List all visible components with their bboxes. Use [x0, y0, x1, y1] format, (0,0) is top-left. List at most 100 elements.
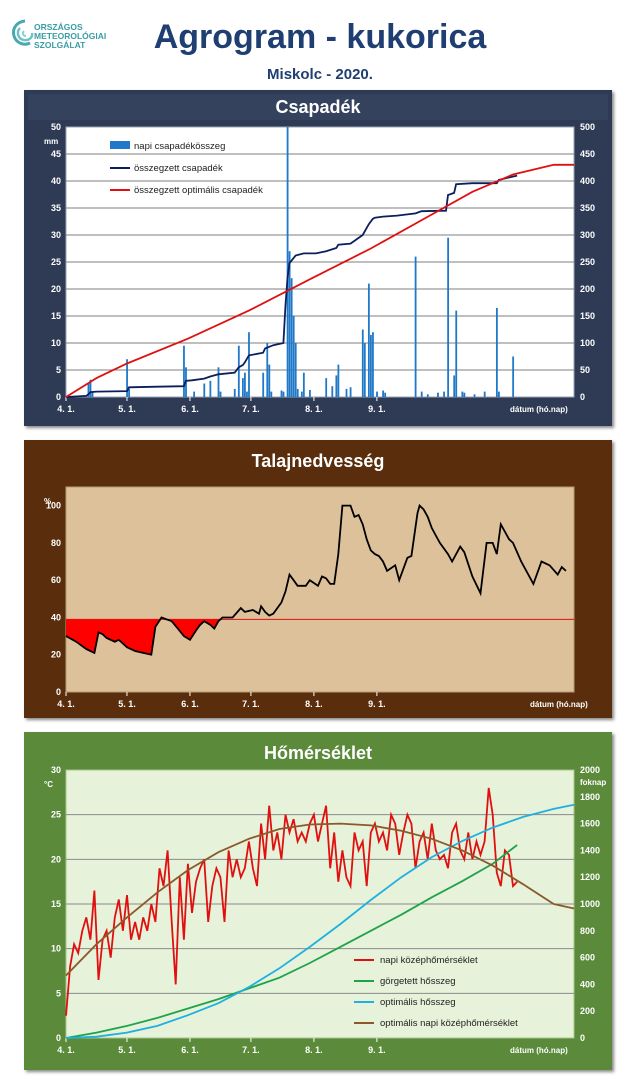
precipitation-bar	[128, 388, 130, 397]
precipitation-bar	[209, 380, 212, 397]
y-tick-label: 100	[46, 501, 61, 511]
precipitation-bar	[248, 332, 250, 397]
precipitation-bar	[280, 390, 283, 397]
precipitation-bar	[363, 343, 366, 397]
moisture-deficit-area	[66, 619, 566, 655]
precipitation-bar	[219, 391, 222, 397]
y-axis-unit: °C	[44, 780, 53, 789]
plot-area	[65, 486, 575, 693]
x-tick-label: 4. 1.	[57, 1045, 75, 1055]
precipitation-bar	[461, 391, 464, 397]
precipitation-bar	[89, 379, 92, 397]
precipitation-bar	[463, 392, 466, 397]
precipitation-bar	[443, 391, 445, 397]
y-tick-label: 0	[56, 687, 61, 697]
precipitation-bar	[217, 367, 220, 397]
x-tick-label: 6. 1.	[181, 1045, 199, 1055]
legend-label: optimális napi középhőmérséklet	[380, 1018, 518, 1029]
logo-line3: SZOLGÁLAT	[34, 40, 86, 50]
soil-moisture-panel: Talajnedvesség 0 20 40 60 80 100% 4. 1. 5. 1. 6. …	[24, 440, 612, 718]
y-tick-label: 15	[51, 899, 61, 909]
omsz-logo	[10, 18, 120, 58]
precipitation-bar	[337, 364, 340, 397]
precipitation-chart: Csapadék05101520253035404550050100150200…	[28, 94, 608, 414]
precipitation-bar	[270, 391, 273, 397]
y-tick-label: 40	[51, 612, 61, 622]
soil-moisture-line	[65, 503, 567, 656]
page-subtitle: Miskolc - 2020.	[267, 66, 373, 83]
y2-tick-label: 2000	[580, 765, 600, 775]
precipitation-bar	[384, 392, 387, 397]
precipitation-bar	[294, 343, 297, 397]
y-tick-label: 45	[51, 149, 61, 159]
x-tick-label: 8. 1.	[305, 699, 323, 709]
x-axis-label: dátum (hó.nap)	[530, 700, 588, 709]
y-tick-label: 50	[51, 122, 61, 132]
y2-tick-label: 600	[580, 953, 595, 963]
x-tick-label: 9. 1.	[368, 1045, 386, 1055]
y2-tick-label: 500	[580, 122, 595, 132]
precipitation-bar	[286, 127, 289, 397]
y-tick-label: 80	[51, 538, 61, 548]
precipitation-bar	[91, 391, 94, 397]
precipitation-bar	[193, 391, 196, 397]
series-line	[65, 822, 575, 977]
y-tick-label: 10	[51, 338, 61, 348]
y2-tick-label: 450	[580, 149, 595, 159]
legend-label: görgetett hősszeg	[380, 976, 456, 987]
y2-tick-label: 200	[580, 1006, 595, 1016]
y2-tick-label: 1800	[580, 792, 600, 802]
precipitation-bar	[288, 251, 291, 397]
x-tick-label: 7. 1.	[242, 1045, 260, 1055]
y2-tick-label: 300	[580, 230, 595, 240]
x-tick-label: 4. 1.	[57, 699, 75, 709]
y2-tick-label: 400	[580, 979, 595, 989]
y2-tick-label: 0	[580, 1033, 585, 1043]
legend-label: összegzett optimális csapadék	[134, 185, 263, 196]
precipitation-panel: Csapadék 0 5 10 15 20 25 30 35 40 45 50 0 50 100 150 200…	[24, 90, 612, 426]
precipitation-bar	[335, 375, 338, 397]
page-title: Agrogram - kukorica	[153, 18, 487, 56]
y-tick-label: 10	[51, 944, 61, 954]
precipitation-bar	[266, 343, 269, 397]
legend-label: napi középhőmérséklet	[380, 955, 478, 966]
header: ORSZÁGOS METEOROLÓGIAI SZOLGÁLAT Agrogram …	[0, 0, 640, 88]
precipitation-bar	[453, 375, 456, 397]
precipitation-bar	[241, 378, 244, 397]
y-axis-unit: %	[44, 497, 51, 506]
precipitation-bar	[426, 394, 429, 397]
x-tick-label: 4. 1.	[57, 404, 75, 414]
y2-tick-label: 0	[580, 392, 585, 402]
x-tick-label: 8. 1.	[305, 404, 323, 414]
x-tick-label: 7. 1.	[242, 404, 260, 414]
precipitation-bar	[126, 359, 128, 397]
precipitation-bar	[87, 383, 90, 397]
precipitation-bar	[345, 388, 348, 397]
precipitation-bar	[414, 256, 417, 397]
precipitation-bar	[370, 334, 372, 397]
precipitation-bar	[237, 345, 240, 397]
precipitation-bar	[262, 372, 265, 397]
x-tick-label: 6. 1.	[181, 404, 199, 414]
chart-title: Hőmérséklet	[264, 743, 372, 763]
legend-swatch	[110, 141, 130, 149]
precipitation-bar	[300, 391, 303, 397]
series-line	[65, 174, 518, 398]
precipitation-bar	[233, 388, 236, 397]
precipitation-bar	[376, 391, 378, 397]
x-tick-label: 5. 1.	[118, 404, 136, 414]
temperature-chart: Hőmérséklet 0 5 10 15 20 25 30 0 200 400 600 800 1000…	[28, 736, 608, 1055]
series-line	[65, 787, 518, 1016]
precipitation-bar	[203, 383, 206, 397]
y-tick-label: 0	[56, 392, 61, 402]
precipitation-bar	[282, 391, 285, 397]
y-tick-label: 40	[51, 176, 61, 186]
precipitation-bar	[498, 391, 500, 397]
chart-title: Csapadék	[275, 97, 361, 117]
legend-label: optimális hősszeg	[380, 997, 456, 1008]
x-tick-label: 5. 1.	[118, 699, 136, 709]
temperature-panel: Hőmérséklet 0 5 10 15 20 25 30 0 200 400 600 800 1000…	[24, 732, 612, 1070]
precipitation-bar	[473, 394, 476, 397]
y2-tick-label: 800	[580, 926, 595, 936]
y2-tick-label: 150	[580, 311, 595, 321]
